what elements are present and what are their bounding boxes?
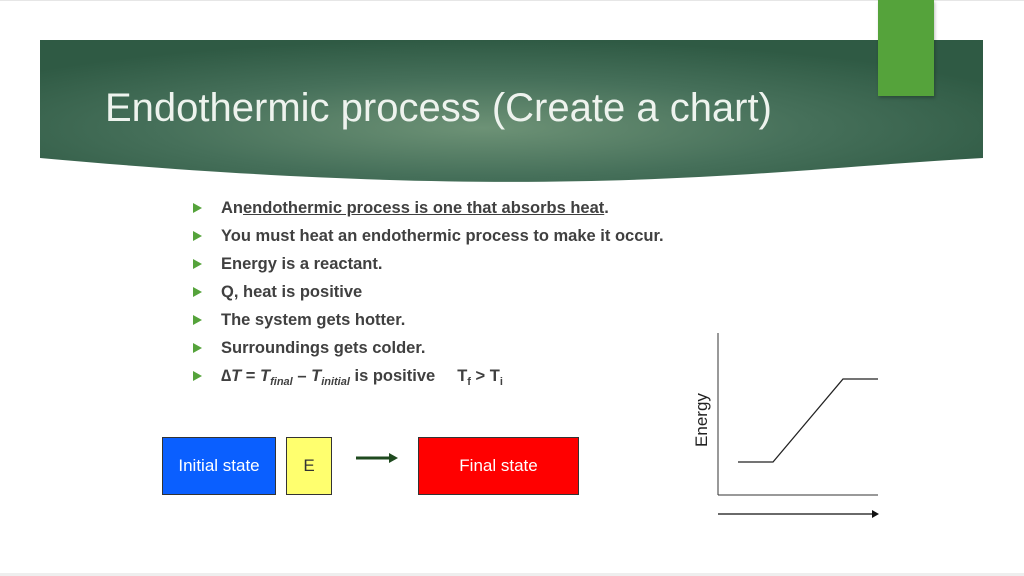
energy-chart: Energy (692, 333, 879, 518)
formula-t-final: T (260, 367, 271, 385)
x-direction-arrow-icon (718, 510, 879, 518)
bullet-item: Energy is a reactant. (193, 250, 664, 278)
formula-equals: = (241, 367, 261, 385)
initial-state-box: Initial state (162, 437, 276, 495)
bullet-text: The system gets hotter. (221, 311, 406, 329)
bullet-text: Energy is a reactant. (221, 255, 383, 273)
bullet-item: You must heat an endothermic process to … (193, 222, 664, 250)
page-title: Endothermic process (Create a chart) (105, 86, 772, 130)
bullet-item: The system gets hotter. (193, 306, 664, 334)
bullet-text-prefix: An (221, 199, 243, 217)
formula-t: T (231, 367, 242, 385)
formula-gt-ti: > T (470, 367, 500, 385)
energy-series-line (738, 378, 878, 463)
top-divider (0, 0, 1024, 1)
bullet-arrow-icon (193, 371, 202, 381)
final-state-box: Final state (418, 437, 579, 495)
bullet-arrow-icon (193, 203, 202, 213)
delta-symbol: ∆ (221, 367, 232, 385)
formula-minus: – (292, 367, 312, 385)
bullet-text-suffix: . (604, 199, 609, 217)
bullet-list: An endothermic process is one that absor… (193, 194, 664, 390)
bullet-text: Q, heat is positive (221, 283, 363, 301)
bullet-arrow-icon (193, 259, 202, 269)
bullet-item-formula: ∆T = Tfinal – Tinitial is positive Tf > T… (193, 362, 664, 390)
formula-tf: T (457, 367, 468, 385)
bullet-arrow-icon (193, 315, 202, 325)
bullet-arrow-icon (193, 343, 202, 353)
plot-area (738, 378, 878, 463)
title-banner (40, 40, 983, 182)
subscript-final: final (270, 376, 293, 388)
bullet-item: An endothermic process is one that absor… (193, 194, 664, 222)
bullet-item: Surroundings gets colder. (193, 334, 664, 362)
bullet-text: Surroundings gets colder. (221, 339, 426, 357)
y-axis-label: Energy (692, 393, 711, 447)
accent-tab (878, 0, 934, 96)
bullet-item: Q, heat is positive (193, 278, 664, 306)
formula: ∆T = Tfinal – Tinitial is positive Tf > T… (221, 364, 503, 388)
subscript-initial: initial (321, 376, 350, 388)
bullet-text: You must heat an endothermic process to … (221, 227, 664, 245)
subscript-i: i (499, 376, 503, 388)
bottom-divider (0, 573, 1024, 576)
formula-t-initial: T (311, 367, 322, 385)
bullet-arrow-icon (193, 231, 202, 241)
chart-axes (717, 333, 878, 496)
bullet-arrow-icon (193, 287, 202, 297)
bullet-underlined-text: endothermic process is one that absorbs … (243, 199, 605, 217)
energy-box: E (286, 437, 332, 495)
subscript-f: f (467, 376, 471, 388)
reaction-arrow-icon (356, 453, 398, 463)
formula-rest: is positive (349, 367, 436, 385)
